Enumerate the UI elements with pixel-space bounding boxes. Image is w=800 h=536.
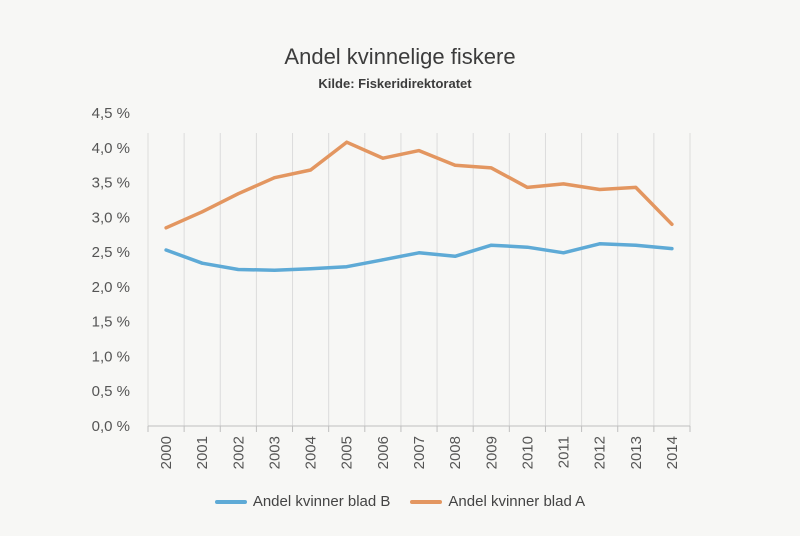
data-point [345,140,349,144]
x-tick-label: 2012 [592,436,609,469]
y-tick-label: 0,0 % [92,418,130,435]
x-tick-label: 2003 [266,436,283,469]
data-point [562,182,566,186]
data-point [272,176,276,180]
data-point [381,156,385,160]
data-point [670,247,674,251]
legend-label-blad-b: Andel kvinner blad B [252,493,391,510]
data-point [562,251,566,255]
series-line-blad-b [164,242,674,272]
data-point [417,251,421,255]
x-tick-label: 2011 [556,436,573,468]
data-point [453,163,457,167]
data-point [634,243,638,247]
chart-legend: Andel kvinner blad B Andel kvinner blad … [0,493,800,510]
x-tick-label: 2000 [158,436,175,469]
data-point [489,166,493,170]
data-point [164,248,168,252]
x-tick-label: 2007 [411,436,428,469]
y-tick-label: 4,0 % [92,140,130,157]
y-tick-label: 2,5 % [92,244,130,261]
data-point [164,226,168,230]
data-point [236,268,240,271]
y-tick-label: 1,0 % [92,348,130,365]
y-tick-label: 0,5 % [92,383,130,400]
data-point [309,168,313,172]
data-point [670,222,674,226]
data-point [525,185,529,189]
legend-item-blad-b: Andel kvinner blad B [214,493,391,510]
x-tick-label: 2006 [375,436,392,469]
data-point [634,185,638,189]
x-tick-label: 2001 [194,436,211,469]
x-tick-label: 2010 [519,436,536,469]
data-point [200,261,204,265]
data-point [525,245,529,249]
data-point [272,268,276,272]
series-line-blad-a [164,140,674,230]
data-point [489,243,493,247]
y-tick-label: 1,5 % [92,314,130,331]
data-point [309,267,313,271]
y-tick-label: 4,5 % [92,105,130,122]
data-point [236,192,240,196]
data-point [381,258,385,262]
x-tick-label: 2009 [483,436,500,469]
data-point [417,149,421,153]
data-point [598,242,602,246]
chart-subtitle: Kilde: Fiskeridirektoratet [318,76,472,91]
x-tick-label: 2004 [303,436,320,469]
x-tick-label: 2008 [447,436,464,469]
y-tick-label: 2,0 % [92,279,130,296]
data-point [200,210,204,214]
data-point [453,254,457,258]
legend-swatch-blad-a [410,499,443,504]
data-point [598,188,602,192]
x-tick-label: 2005 [339,436,356,469]
x-tick-label: 2014 [664,436,681,469]
legend-swatch-blad-b [214,499,247,504]
y-tick-label: 3,5 % [92,175,130,192]
x-tick-label: 2002 [230,436,247,469]
legend-item-blad-a: Andel kvinner blad A [410,493,585,510]
legend-label-blad-a: Andel kvinner blad A [448,493,586,510]
data-point [345,265,349,269]
x-tick-label: 2013 [628,436,645,469]
y-tick-label: 3,0 % [92,209,130,226]
chart-title: Andel kvinnelige fiskere [284,44,516,69]
